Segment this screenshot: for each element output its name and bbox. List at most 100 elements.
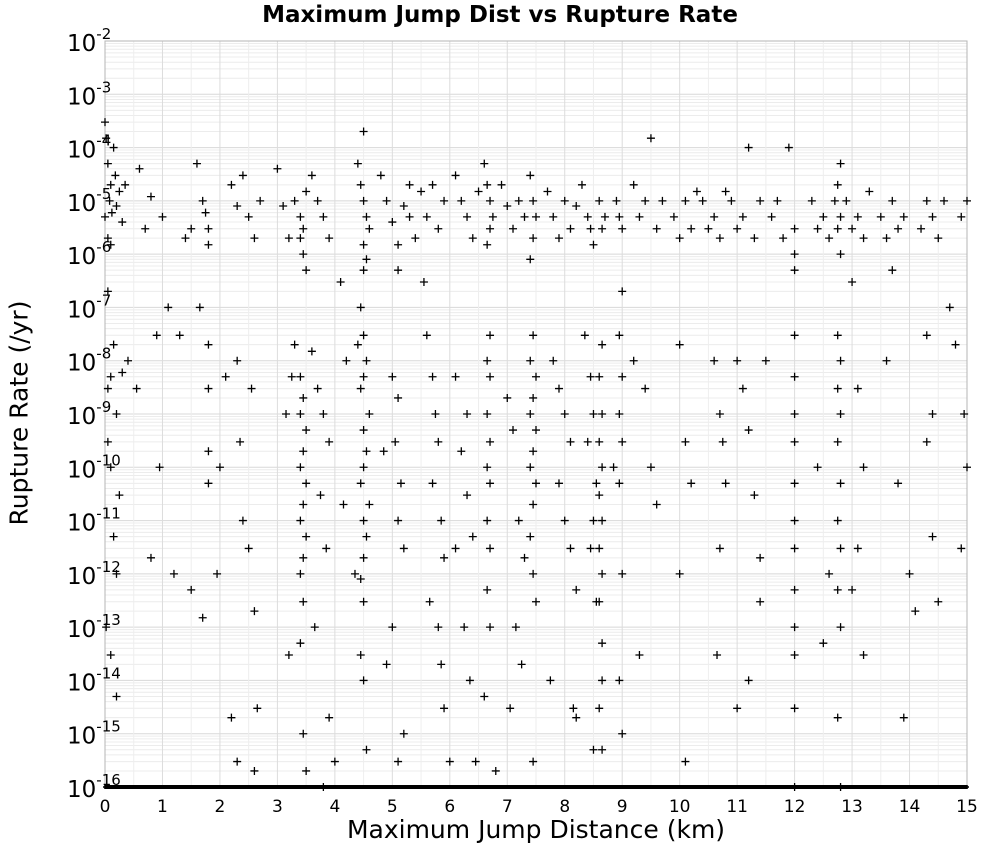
data-point [204,240,213,249]
data-point [359,331,368,340]
data-point [833,713,842,722]
data-point [302,187,311,196]
data-point [520,212,529,221]
data-point [733,356,742,365]
data-point [419,278,428,287]
data-point [103,437,112,446]
data-point [428,372,437,381]
data-point [437,516,446,525]
data-point [526,410,535,418]
data-point [417,187,426,196]
data-point [307,171,316,180]
data-point [675,340,684,349]
data-point [103,287,112,296]
data-point [615,212,624,221]
y-tick-label: 10-6 [67,238,111,270]
data-point [290,196,299,205]
y-tick-label: 10-11 [67,505,121,537]
data-point [302,479,311,488]
x-tick-label: 5 [387,797,398,817]
data-point [474,187,483,196]
data-point [486,224,495,233]
data-point [201,208,210,217]
data-point [532,597,540,606]
data-point [928,410,937,418]
data-point [853,544,862,553]
data-point [195,303,204,312]
data-point [296,410,305,418]
data-point [526,463,535,472]
data-point [848,585,857,594]
data-point [833,516,842,525]
data-point [382,196,391,205]
data-point [115,187,124,196]
data-point [296,639,305,648]
data-point [526,171,535,180]
data-point [813,463,822,472]
data-point [250,234,259,243]
data-point [106,180,115,189]
data-point [250,766,259,775]
data-point [299,250,308,259]
data-point [106,651,115,660]
data-point [391,437,400,446]
data-point [480,159,489,168]
data-point [394,240,403,249]
data-point [365,410,374,418]
data-point [152,331,161,340]
data-point [928,212,937,221]
data-point [721,187,730,196]
data-point [790,544,799,553]
data-point [836,159,845,168]
data-point [316,491,325,500]
data-point [922,437,931,446]
y-tick-label: 10-16 [67,771,121,803]
data-point [434,224,443,233]
data-point [103,159,112,168]
y-tick-label: 10-2 [67,25,111,57]
y-tick-label: 10-8 [67,345,111,377]
data-point [715,410,724,418]
data-point [629,356,638,365]
data-point [899,713,908,722]
data-point [356,180,365,189]
data-point [388,218,397,227]
data-point [646,463,655,472]
data-point [652,500,661,509]
data-point [529,393,538,402]
data-point [503,202,512,211]
data-point [790,585,799,594]
data-point [445,757,454,766]
data-point [704,224,713,233]
data-point [244,212,253,221]
data-point [497,180,506,189]
data-point [359,426,368,435]
x-tick-label: 3 [272,797,283,817]
data-point [118,368,127,377]
data-point [940,196,949,205]
data-point [529,757,538,766]
data-point [641,384,650,393]
data-point [106,240,115,249]
data-point [905,569,914,578]
data-point [486,623,495,632]
data-point [773,196,782,205]
data-point [296,463,305,472]
data-point [503,393,512,402]
data-point [233,202,242,211]
data-point [589,410,598,418]
y-tick-label: 10-15 [67,718,121,750]
data-point [560,516,569,525]
data-point [396,479,405,488]
data-point [451,544,460,553]
data-point [146,192,155,201]
data-point [394,266,403,275]
data-point [325,437,334,446]
data-point [687,224,696,233]
data-point [204,479,213,488]
y-tick-label: 10-3 [67,78,111,110]
data-point [158,212,167,221]
data-point [282,410,291,418]
data-point [612,196,621,205]
data-point [577,180,586,189]
